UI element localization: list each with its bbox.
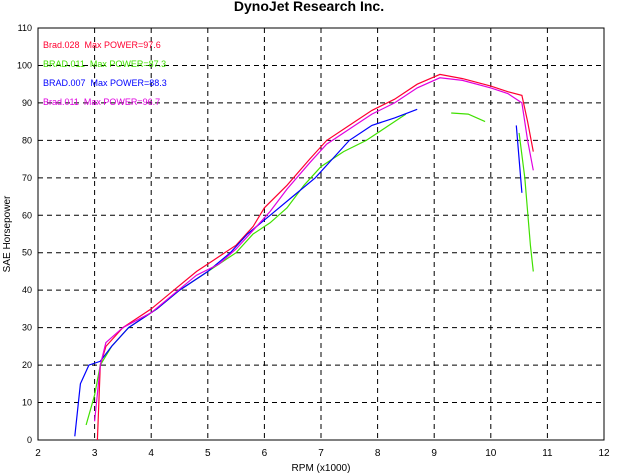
- x-tick-label: 2: [35, 448, 41, 459]
- y-tick-label: 50: [22, 248, 32, 258]
- legend-entry-2: BRAD.007 Max POWER=88.3: [43, 78, 167, 88]
- x-tick-label: 12: [598, 448, 610, 459]
- y-tick-label: 80: [22, 135, 32, 145]
- series-line-0: [96, 73, 534, 441]
- y-tick-label: 70: [22, 173, 32, 183]
- y-axis-label: SAE Horsepower: [2, 195, 13, 272]
- y-tick-label: 100: [17, 60, 32, 70]
- y-tick-label: 110: [18, 23, 32, 33]
- x-tick-label: 11: [542, 448, 553, 459]
- x-tick-label: 5: [205, 448, 211, 459]
- y-tick-label: 40: [22, 285, 32, 295]
- x-tick-label: 7: [318, 448, 324, 459]
- y-tick-label: 10: [22, 398, 32, 408]
- x-tick-label: 10: [485, 448, 497, 459]
- y-tick-label: 20: [22, 360, 32, 370]
- y-tick-label: 0: [27, 435, 32, 445]
- x-tick-label: 3: [92, 448, 98, 459]
- y-tick-label: 90: [22, 98, 32, 108]
- x-tick-label: 6: [262, 448, 268, 459]
- plot-frame: [37, 27, 605, 441]
- legend-entry-0: Brad.028 Max POWER=97.6: [43, 40, 161, 50]
- legend-entry-3: Brad.011 Max POWER=96.7: [43, 97, 160, 107]
- legend-entry-1: BRAD.011 Max POWER=87.3: [43, 59, 166, 69]
- series-line-2: [74, 108, 523, 437]
- x-axis-label: RPM (x1000): [292, 463, 351, 473]
- series-line-3: [94, 77, 534, 422]
- x-tick-label: 9: [431, 448, 437, 459]
- x-tick-label: 8: [375, 448, 381, 459]
- y-tick-label: 60: [22, 210, 32, 220]
- chart-title: DynoJet Research Inc.: [233, 0, 385, 14]
- x-tick-label: 4: [148, 448, 154, 459]
- y-tick-label: 30: [22, 323, 32, 333]
